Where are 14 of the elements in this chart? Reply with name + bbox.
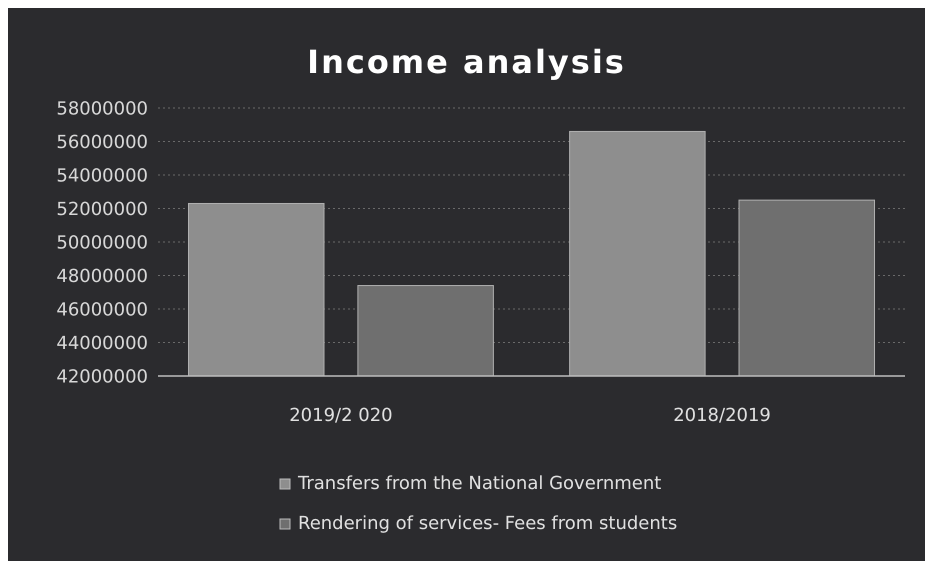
y-tick-label: 44000000 — [56, 332, 148, 354]
y-tick-label: 42000000 — [56, 366, 148, 388]
y-tick-label: 46000000 — [56, 299, 148, 320]
y-tick-label: 56000000 — [56, 132, 148, 153]
legend-label: Transfers from the National Government — [297, 473, 662, 494]
y-tick-label: 58000000 — [56, 98, 148, 120]
x-tick-label: 2018/2019 — [673, 405, 771, 426]
y-tick-label: 54000000 — [56, 165, 148, 186]
y-tick-label: 50000000 — [56, 232, 148, 254]
chart-title: Income analysis — [307, 43, 626, 81]
y-tick-label: 48000000 — [56, 266, 148, 287]
legend-label: Rendering of services- Fees from students — [298, 513, 678, 534]
x-tick-label: 2019/2 020 — [289, 405, 393, 426]
y-tick-label: 52000000 — [56, 198, 148, 220]
